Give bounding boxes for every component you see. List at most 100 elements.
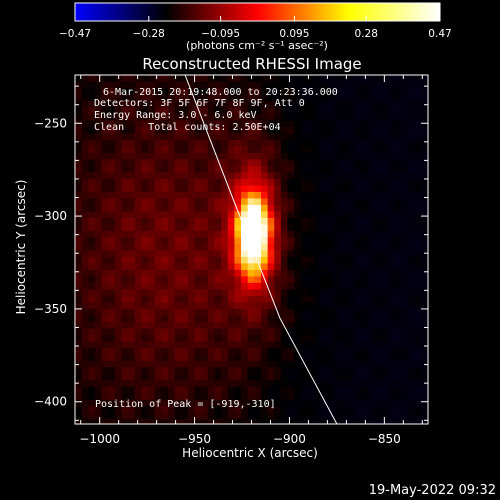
y-axis-ticks: −250−300−350−400: [34, 85, 428, 421]
heatmap-cell: [393, 204, 401, 212]
heatmap-cell: [94, 308, 102, 316]
heatmap-cell: [194, 269, 202, 277]
heatmap-cell: [121, 113, 129, 121]
heatmap-cell: [387, 133, 395, 141]
heatmap-cell: [141, 113, 149, 121]
heatmap-cell: [314, 419, 322, 424]
heatmap-cell: [407, 373, 415, 381]
heatmap-cell: [400, 393, 408, 401]
heatmap-cell: [148, 146, 156, 154]
heatmap-cell: [334, 75, 342, 82]
heatmap-cell: [161, 393, 169, 401]
heatmap-cell: [360, 120, 368, 128]
heatmap-cell: [260, 172, 269, 180]
heatmap-cell: [327, 406, 335, 414]
heatmap-cell: [320, 152, 328, 160]
heatmap-cell: [347, 393, 355, 401]
heatmap-cell: [227, 360, 235, 368]
heatmap-cell: [387, 315, 395, 323]
heatmap-cell: [320, 367, 328, 375]
heatmap-cell: [108, 87, 116, 95]
heatmap-cell: [320, 308, 328, 316]
heatmap-cell: [121, 386, 129, 394]
heatmap-cell: [294, 243, 302, 251]
heatmap-cell: [221, 178, 229, 186]
heatmap-cell: [360, 334, 368, 342]
heatmap-cell: [267, 224, 275, 232]
heatmap-cell: [314, 172, 322, 180]
heatmap-cell: [314, 230, 322, 238]
heatmap-cell: [134, 185, 142, 193]
heatmap-cell: [254, 263, 262, 271]
heatmap-cell: [234, 367, 242, 375]
heatmap-cell: [393, 367, 401, 375]
heatmap-cell: [128, 100, 136, 108]
heatmap-cell: [260, 308, 269, 316]
heatmap-cell: [75, 295, 83, 303]
heatmap-cell: [267, 334, 275, 342]
heatmap-cell: [81, 263, 89, 271]
heatmap-cell: [128, 341, 136, 349]
heatmap-cell: [327, 120, 335, 128]
heatmap-cell: [241, 217, 249, 225]
heatmap-cell: [387, 178, 395, 186]
heatmap-cell: [114, 308, 122, 316]
heatmap-cell: [181, 308, 189, 316]
heatmap-cell: [114, 373, 122, 381]
heatmap-cell: [267, 289, 275, 297]
heatmap-cell: [101, 419, 109, 424]
heatmap-cell: [187, 165, 195, 173]
heatmap-cell: [334, 87, 342, 95]
heatmap-cell: [181, 341, 189, 349]
heatmap-cell: [201, 295, 209, 303]
heatmap-cell: [194, 354, 202, 362]
heatmap-cell: [81, 276, 89, 284]
heatmap-cell: [360, 165, 368, 173]
heatmap-cell: [234, 126, 242, 134]
heatmap-cell: [347, 250, 355, 258]
heatmap-cell: [227, 263, 235, 271]
heatmap-cell: [128, 321, 136, 329]
heatmap-cell: [307, 334, 315, 342]
heatmap-cell: [114, 380, 122, 388]
heatmap-cell: [221, 269, 229, 277]
heatmap-cell: [400, 139, 408, 147]
heatmap-cell: [148, 419, 156, 424]
heatmap-cell: [387, 250, 395, 258]
heatmap-cell: [420, 419, 428, 424]
heatmap-cell: [75, 321, 83, 329]
heatmap-cell: [400, 360, 408, 368]
heatmap-cell: [141, 256, 149, 264]
heatmap-cell: [367, 302, 375, 310]
heatmap-cell: [167, 165, 176, 173]
heatmap-cell: [334, 263, 342, 271]
heatmap-cell: [320, 419, 328, 424]
heatmap-cell: [174, 152, 182, 160]
heatmap-cell: [420, 152, 428, 160]
heatmap-cell: [201, 191, 209, 199]
heatmap-cell: [167, 328, 176, 336]
heatmap-cell: [234, 75, 242, 82]
heatmap-cell: [420, 295, 428, 303]
heatmap-cell: [393, 347, 401, 355]
heatmap-cell: [393, 412, 401, 420]
heatmap-cell: [320, 341, 328, 349]
heatmap-cell: [353, 354, 362, 362]
heatmap-cell: [353, 211, 362, 219]
heatmap-cell: [294, 419, 302, 424]
heatmap-cell: [287, 100, 295, 108]
heatmap-cell: [121, 315, 129, 323]
heatmap-cell: [373, 185, 381, 193]
heatmap-cell: [347, 256, 355, 264]
heatmap-cell: [108, 237, 116, 245]
heatmap-cell: [407, 406, 415, 414]
heatmap-cell: [94, 393, 102, 401]
heatmap-cell: [121, 360, 129, 368]
heatmap-cell: [108, 263, 116, 271]
heatmap-cell: [114, 269, 122, 277]
heatmap-cell: [214, 107, 222, 115]
heatmap-cell: [307, 133, 315, 141]
heatmap-cell: [387, 373, 395, 381]
heatmap-cell: [287, 217, 295, 225]
image-layer: [75, 75, 428, 424]
